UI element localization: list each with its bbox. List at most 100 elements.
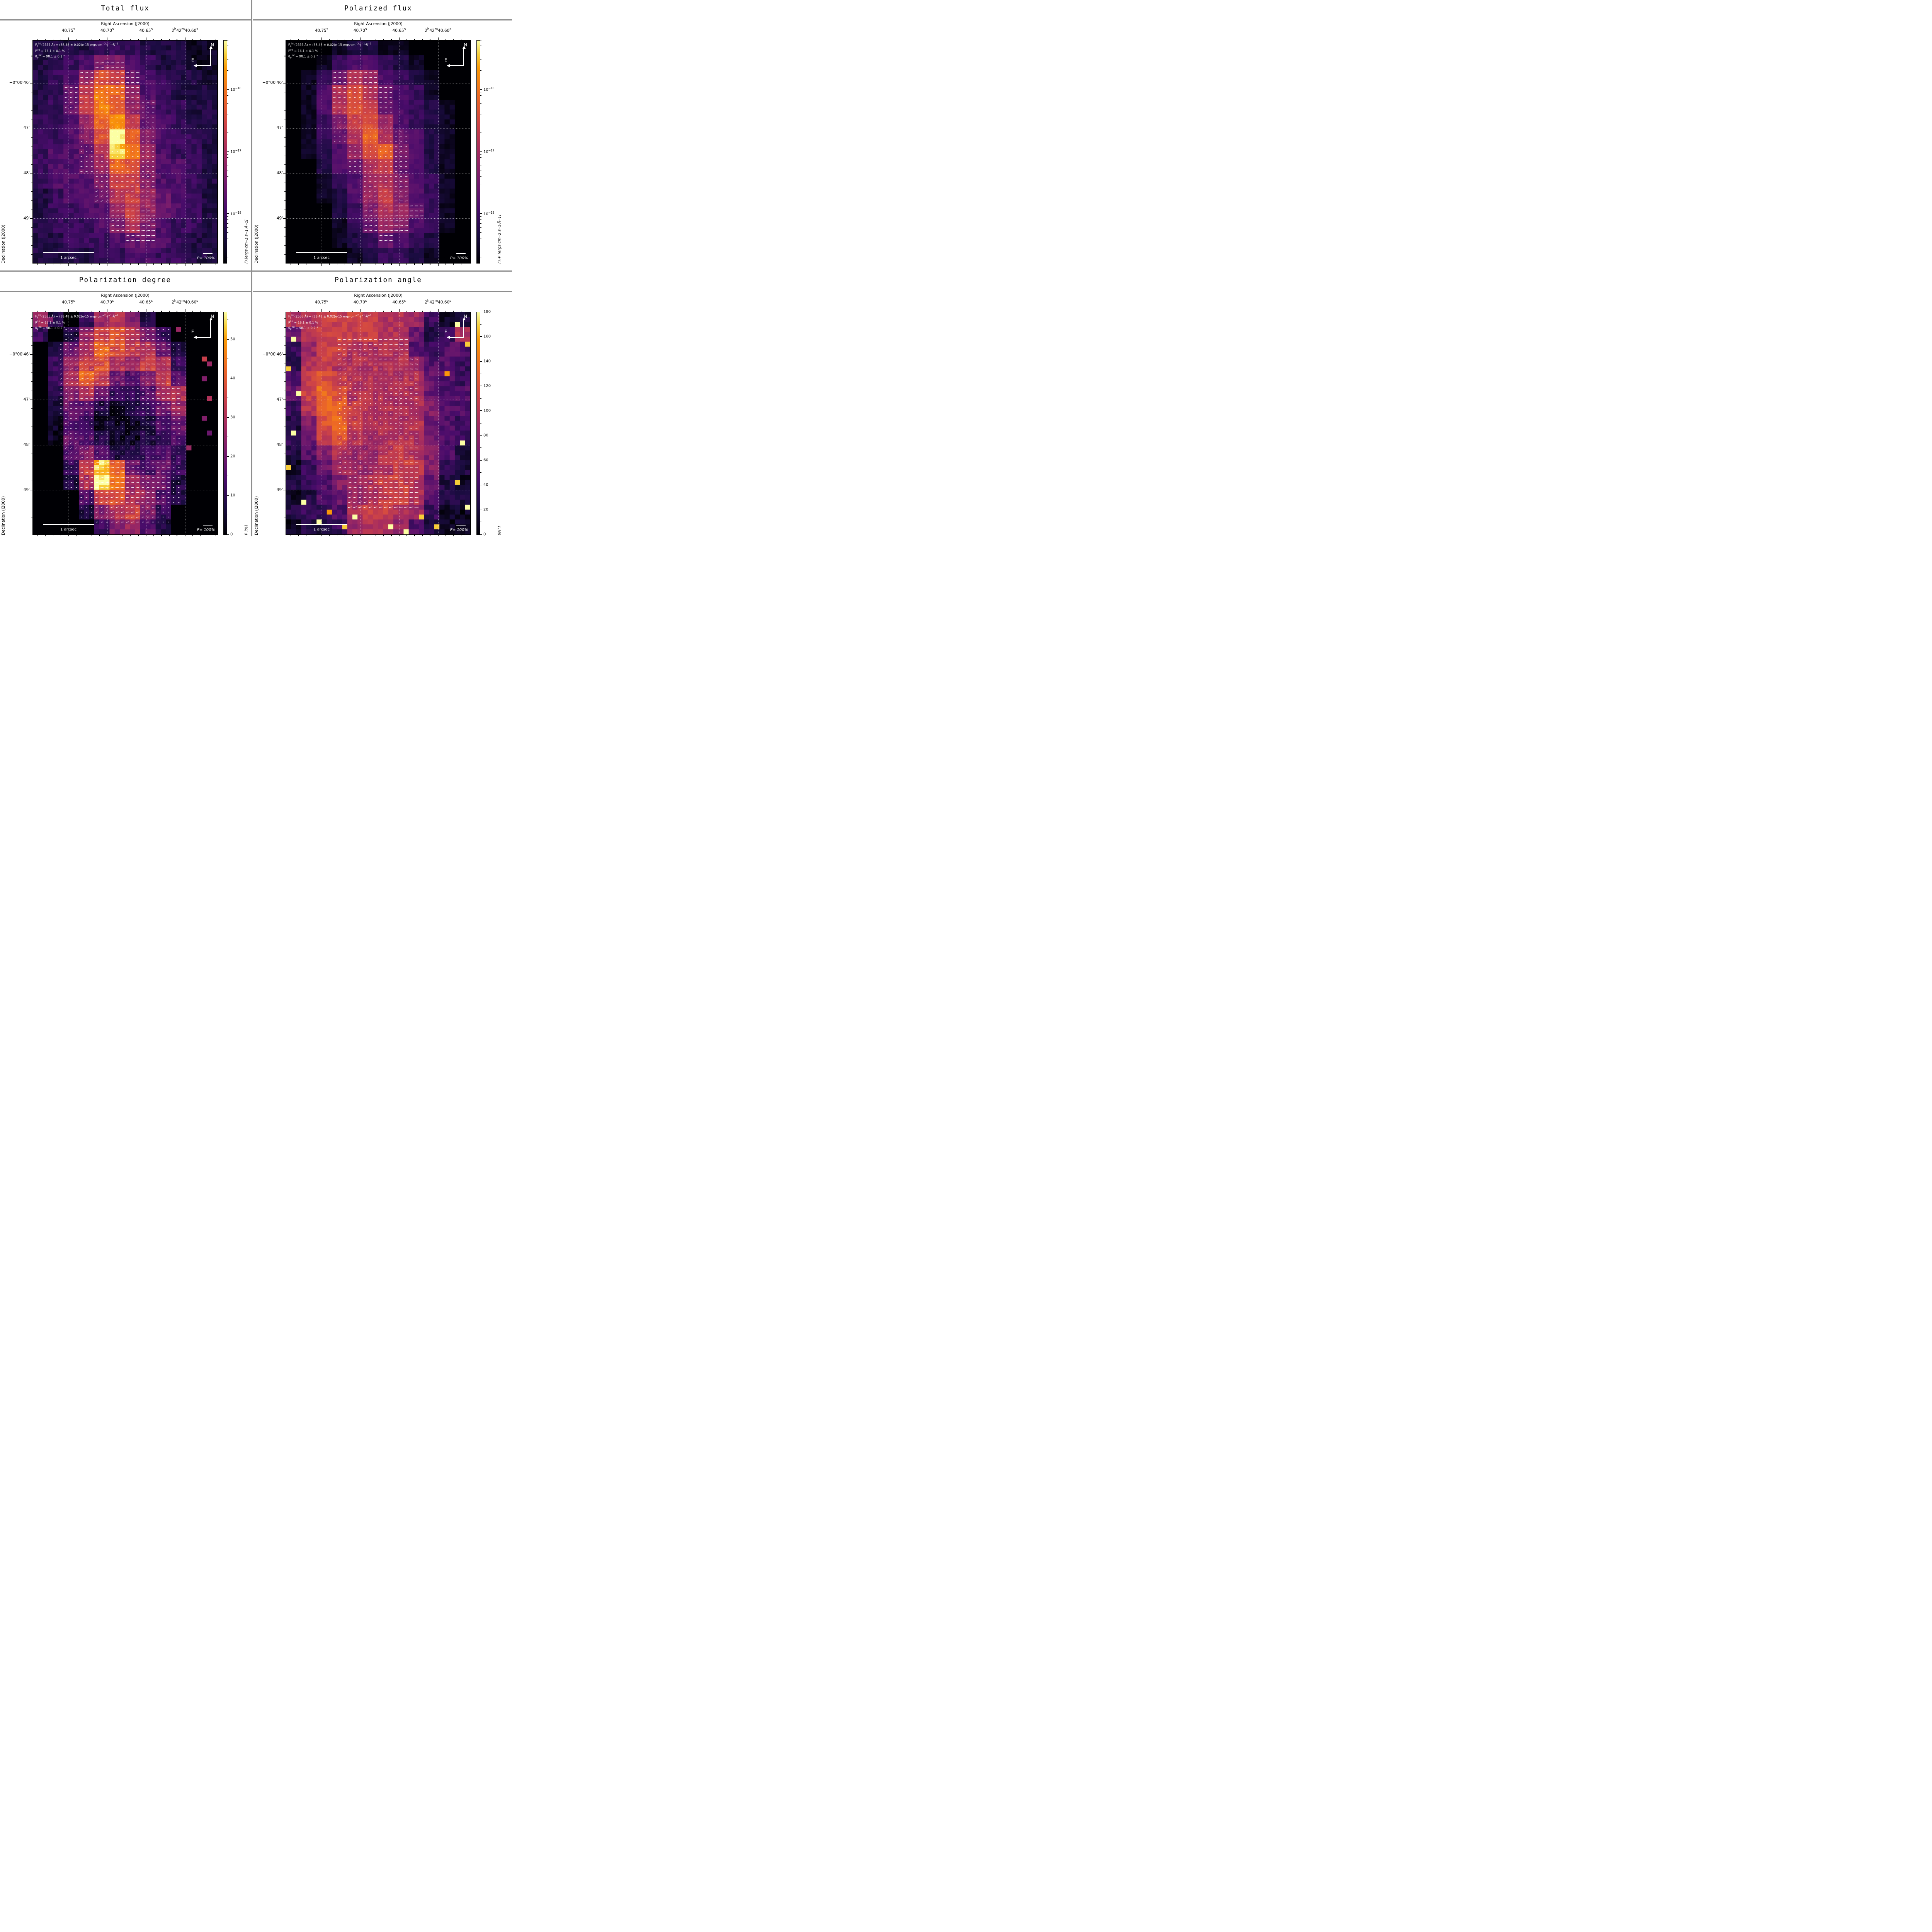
axis-tick [321,309,322,312]
colorbar-minor-tick [227,103,228,104]
colorbar [476,40,480,264]
colorbar-minor-tick [227,227,228,228]
axis-tick [37,264,38,265]
ra-tick-labels: 40.75s 40.70s 40.65s 2h42m40.60s [32,27,217,33]
axis-tick [406,310,407,312]
colorbar [476,312,480,535]
colorbar-tick-label: 10−17 [230,148,242,155]
axis-tick [99,535,100,536]
dec-tick-label: 47" [23,397,31,402]
colorbar-tick-label: 160 [483,334,491,339]
axis-tick [68,535,69,536]
axis-tick [161,535,162,536]
colorbar-minor-tick [480,447,481,448]
compass: N E [443,42,468,68]
east-arrow-icon [449,337,464,338]
colorbar-minor-tick [480,157,481,158]
colorbar-tick-label: 60 [483,458,488,463]
heatmap-canvas [33,312,217,534]
polarization-scale-label: P= 100% [450,256,468,260]
axis-tick [414,264,415,265]
colorbar-ticks: 10−16 10−17 10−18 [480,40,500,263]
axis-tick [383,39,384,40]
colorbar-ticks: 0 10 20 30 40 50 [227,312,247,536]
axis-tick [399,309,400,312]
ra-axis-label: Right Ascension (J2000) [354,293,403,298]
polarization-scale-bar [456,525,466,526]
colorbar-minor-tick [480,219,481,220]
dec-tick-label: −0°00'46" [9,80,31,85]
axis-tick [406,39,407,40]
axis-tick [321,37,322,40]
compass: N E [190,42,214,68]
east-arrow-icon [196,337,211,338]
north-arrow-icon [463,320,464,337]
vertical-divider [251,0,252,536]
axis-tick [31,191,32,192]
ra-tick-label: 2h42m40.60s [172,27,198,33]
axis-tick [298,264,299,265]
axis-tick [76,264,77,265]
axis-tick [284,227,286,228]
polarization-scale-label: P= 100% [450,528,468,532]
ra-axis-label: Right Ascension (J2000) [354,22,403,26]
colorbar-minor-tick [480,103,481,104]
dec-tick-label: 48" [276,170,284,175]
axis-tick [399,535,400,536]
dec-tick-label: −0°00'46" [262,80,284,85]
heatmap-canvas [286,41,470,263]
colorbar-tick-label: 30 [230,415,235,420]
annotation-line-angle: θPint = 98.1 ± 0.2 ° [35,326,65,331]
scalebar-label: 1 arcsec [60,256,77,260]
axis-tick [329,310,330,312]
dec-tick-label: 49" [23,487,31,492]
axis-tick [68,264,69,266]
dec-tick-label: 49" [276,216,284,221]
annotation-line-angle: θPint = 98.1 ± 0.2 ° [288,54,318,60]
axis-tick [153,264,154,265]
axis-tick [360,309,361,312]
colorbar-tick-label: 10−16 [230,87,242,92]
axis-tick [37,310,38,312]
axis-tick [192,535,193,536]
annotation-line-pol: Pint = 16.1 ± 0.1 % [35,320,65,325]
colorbar-tick [480,435,482,436]
colorbar-minor-tick [480,227,481,228]
axis-tick [31,227,32,228]
ra-tick-label: 2h42m40.60s [425,299,451,305]
scalebar [43,252,94,253]
axis-tick [130,310,131,312]
axis-tick [130,39,131,40]
axis-tick [37,535,38,536]
axis-tick [31,245,32,246]
colorbar-tick-label: 10−16 [483,87,495,92]
panel-title: Polarization angle [335,276,422,284]
axis-tick [76,39,77,40]
dec-tick-label: −0°00'46" [262,352,284,357]
ra-axis-label: Right Ascension (J2000) [101,293,150,298]
colorbar-tick [227,151,229,152]
axis-tick [406,535,407,536]
axis-tick [122,310,123,312]
plot-area: Fλint(2555 Å) = (38.48 ± 0.02)e-15 ergs·… [286,312,471,535]
axis-tick [298,310,299,312]
ra-tick-label: 40.70s [353,27,367,33]
panel-polarization-degree: Polarization degree Right Ascension (J20… [0,272,251,536]
east-arrow-icon [196,65,211,66]
axis-tick [453,310,454,312]
axis-tick [321,264,322,266]
flux-annotation: Fλint(2555 Å) = (38.48 ± 0.02)e-15 ergs·… [35,314,118,332]
scalebar [296,252,347,253]
colorbar-minor-tick [480,70,481,71]
scalebar-label: 1 arcsec [60,527,77,532]
axis-tick [329,535,330,536]
axis-tick [360,37,361,40]
ra-tick-label: 40.65s [139,299,153,305]
colorbar-tick-label: 10 [230,493,235,498]
axis-tick [200,310,201,312]
ra-tick-label: 40.70s [100,299,114,305]
colorbar-tick [227,213,229,214]
dec-tick-label: 47" [23,126,31,131]
axis-tick [284,327,286,328]
compass-east-label: E [191,329,194,334]
